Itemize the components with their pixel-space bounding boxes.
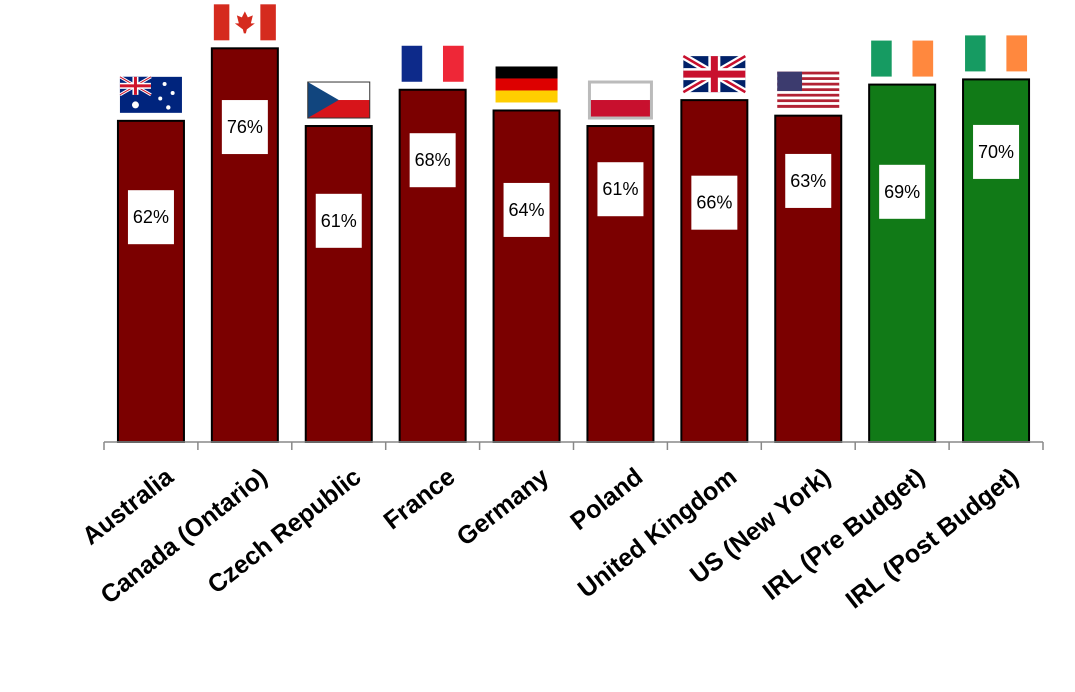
usa-flag-icon	[777, 71, 840, 108]
data-label-text: 62%	[133, 207, 169, 227]
data-label-6: 61%	[597, 162, 644, 217]
australia-flag-icon	[119, 75, 182, 113]
x-tick-label: France	[379, 463, 461, 536]
bar-9	[868, 83, 937, 444]
data-label-text: 68%	[415, 150, 451, 170]
x-tick-label: Canada (Ontario)	[95, 463, 272, 610]
x-tick-label: Poland	[565, 463, 648, 536]
x-tick-label: Czech Republic	[203, 463, 367, 600]
uk-flag-icon	[681, 53, 748, 96]
data-label-2: 76%	[221, 100, 268, 155]
data-label-text: 69%	[884, 182, 920, 202]
data-label-7: 66%	[691, 175, 738, 230]
data-label-3: 61%	[315, 193, 362, 248]
data-label-9: 69%	[879, 164, 926, 219]
x-tick-label: IRL (Post Budget)	[841, 463, 1024, 615]
data-label-5: 64%	[503, 182, 550, 237]
germany-flag-icon	[495, 66, 558, 103]
data-label-text: 64%	[509, 200, 545, 220]
data-label-text: 61%	[602, 179, 638, 199]
ireland-flag-icon	[871, 40, 934, 77]
czech-flag-icon	[307, 81, 371, 119]
flags-layer	[119, 4, 1028, 120]
ireland-flag-icon	[965, 35, 1028, 72]
x-axis	[103, 441, 1044, 450]
bar-5	[492, 109, 561, 443]
data-label-8: 63%	[785, 153, 832, 208]
bar-1	[116, 119, 185, 443]
x-tick-label: United Kingdom	[573, 463, 742, 604]
x-tick-label: IRL (Pre Budget)	[758, 463, 930, 606]
data-label-text: 66%	[696, 193, 732, 213]
data-label-text: 63%	[790, 171, 826, 191]
data-label-text: 70%	[978, 142, 1014, 162]
data-label-10: 70%	[973, 124, 1020, 179]
data-label-text: 61%	[321, 211, 357, 231]
france-flag-icon	[401, 45, 464, 82]
data-labels-layer: 62% 76% 61% 68% 64% 61% 66% 63% 69% 70%	[127, 100, 1020, 248]
canada-flag-icon	[213, 4, 276, 41]
data-label-4: 68%	[409, 133, 456, 188]
data-label-1: 62%	[127, 190, 174, 245]
bar-3	[304, 125, 373, 444]
x-tick-label: Germany	[452, 463, 555, 552]
data-label-text: 76%	[227, 117, 263, 137]
bar-7	[680, 99, 749, 444]
poland-flag-icon	[587, 80, 653, 120]
